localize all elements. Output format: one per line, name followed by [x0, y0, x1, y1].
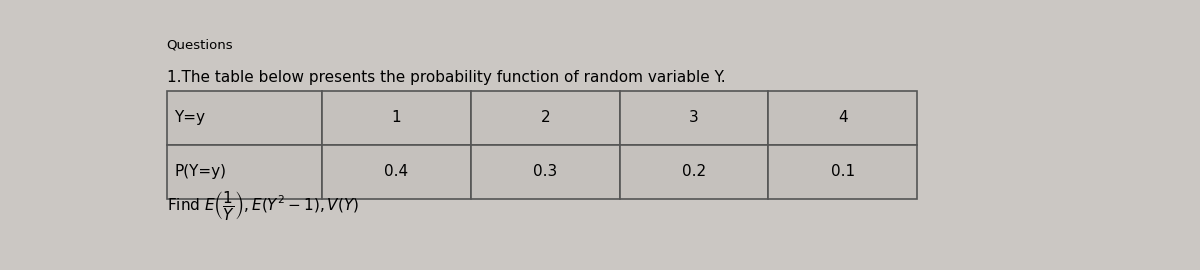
Text: 0.1: 0.1 — [830, 164, 854, 179]
Bar — [470, 91, 619, 145]
Text: 1: 1 — [391, 110, 401, 125]
Text: 3: 3 — [689, 110, 698, 125]
Text: P(Y=y): P(Y=y) — [174, 164, 226, 179]
Bar — [470, 145, 619, 199]
Text: Find $E\left(\dfrac{1}{Y}\right), E(Y^2-1), V(Y)$: Find $E\left(\dfrac{1}{Y}\right), E(Y^2-… — [167, 188, 359, 222]
Text: 4: 4 — [838, 110, 847, 125]
Text: 1.The table below presents the probability function of random variable Y.: 1.The table below presents the probabili… — [167, 70, 725, 85]
Text: 0.4: 0.4 — [384, 164, 408, 179]
Bar — [167, 91, 322, 145]
Bar — [322, 145, 470, 199]
Bar — [619, 145, 768, 199]
Bar — [768, 145, 917, 199]
Bar — [322, 91, 470, 145]
Text: 0.3: 0.3 — [533, 164, 557, 179]
Text: 2: 2 — [540, 110, 550, 125]
Bar — [619, 91, 768, 145]
Text: Y=y: Y=y — [174, 110, 205, 125]
Bar — [768, 91, 917, 145]
Bar — [167, 145, 322, 199]
Text: 0.2: 0.2 — [682, 164, 706, 179]
Text: Questions: Questions — [167, 39, 233, 52]
